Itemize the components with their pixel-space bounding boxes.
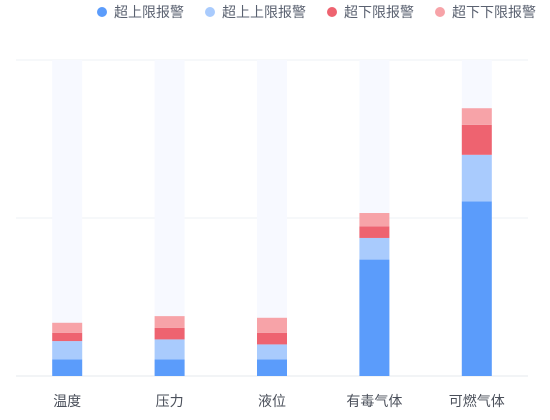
bar-segment-4-3: [461, 108, 492, 125]
bar-segment-1-1: [154, 339, 185, 360]
bar-segment-2-2: [257, 332, 287, 345]
bar-segment-4-0: [461, 201, 492, 376]
legend-label-2: 超下限报警: [344, 5, 414, 21]
x-axis: 温度 压力 液位 有毒气体 可燃气体: [53, 393, 505, 410]
x-tick-label: 液位: [258, 394, 286, 410]
legend-marker-0: [97, 7, 107, 17]
bar-segment-2-0: [257, 359, 287, 376]
legend: 超上限报警 超上上限报警 超下限报警 超下下限报警: [97, 5, 536, 21]
bar-segment-3-2: [359, 226, 390, 238]
bar-segment-2-3: [257, 317, 287, 333]
legend-marker-1: [205, 7, 215, 17]
bar-segment-1-3: [154, 316, 185, 328]
bar-segment-4-2: [461, 124, 492, 155]
bar-segment-4-1: [461, 154, 492, 202]
bar-segment-3-1: [359, 237, 390, 260]
legend-marker-2: [327, 7, 337, 17]
legend-label-3: 超下下限报警: [452, 5, 536, 21]
legend-label-1: 超上上限报警: [222, 5, 306, 21]
bar-segment-2-1: [257, 344, 287, 360]
bar-segment-3-0: [359, 259, 390, 376]
bar-segment-0-1: [52, 341, 83, 360]
legend-label-0: 超上限报警: [114, 5, 184, 21]
x-tick-label: 有毒气体: [346, 394, 402, 410]
x-tick-label: 压力: [156, 394, 184, 410]
x-tick-label: 可燃气体: [449, 393, 505, 410]
bar-segment-0-2: [52, 332, 83, 342]
bar-segment-3-3: [359, 213, 390, 227]
x-tick-label: 温度: [53, 394, 81, 410]
bar-segment-0-0: [52, 359, 83, 376]
bar-segment-0-3: [52, 322, 83, 333]
bar-segments: [52, 108, 492, 376]
bar-segment-1-2: [154, 327, 185, 340]
bar-segment-1-0: [154, 359, 185, 376]
legend-marker-3: [435, 7, 445, 17]
